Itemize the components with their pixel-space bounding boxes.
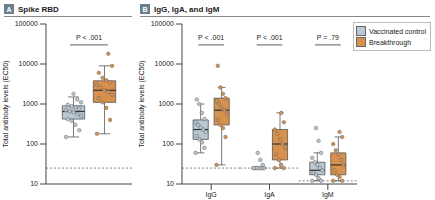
- html-text:B: B: [142, 5, 148, 13]
- svg-text:P < .001: P < .001: [256, 34, 282, 41]
- svg-text:IgM: IgM: [322, 191, 334, 199]
- svg-text:1000: 1000: [22, 100, 38, 107]
- svg-text:100000: 100000: [151, 20, 174, 27]
- html-text:A: A: [6, 5, 12, 13]
- svg-text:P < .001: P < .001: [198, 34, 224, 41]
- svg-text:IgA: IgA: [264, 191, 275, 199]
- html-text:Vaccinated control: Vaccinated control: [369, 27, 427, 35]
- svg-text:P = .79: P = .79: [317, 34, 339, 41]
- svg-text:1000: 1000: [158, 100, 174, 107]
- html-text:Spike RBD: Spike RBD: [18, 4, 59, 14]
- svg-text:Total antibody levels (EC50): Total antibody levels (EC50): [138, 60, 146, 147]
- svg-text:10: 10: [30, 180, 38, 187]
- svg-text:10000: 10000: [19, 60, 39, 67]
- svg-text:100: 100: [162, 140, 174, 147]
- html-text:IgG, IgA, and IgM: IgG, IgA, and IgM: [154, 4, 220, 14]
- svg-text:10: 10: [166, 180, 174, 187]
- svg-text:100: 100: [26, 140, 38, 147]
- svg-text:10000: 10000: [155, 60, 175, 67]
- svg-text:IgG: IgG: [206, 191, 217, 199]
- html-text:Breakthrough: Breakthrough: [369, 38, 411, 46]
- svg-text:P < .001: P < .001: [76, 34, 102, 41]
- svg-text:Total antibody levels (EC50): Total antibody levels (EC50): [8, 60, 10, 147]
- svg-text:100000: 100000: [15, 20, 38, 27]
